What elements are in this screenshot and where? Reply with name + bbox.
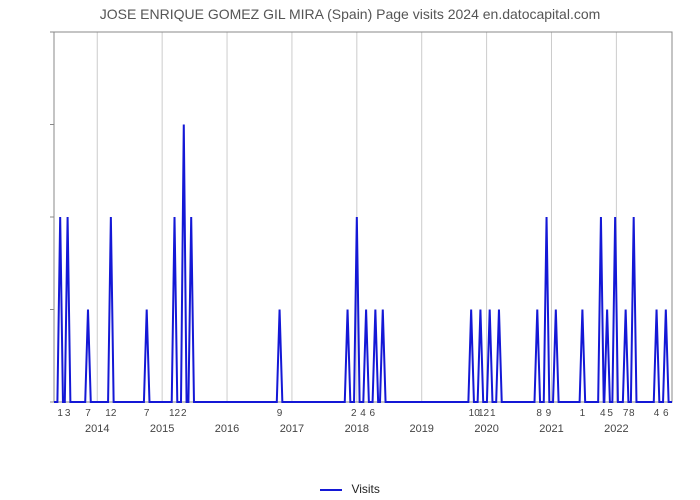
svg-text:2: 2 [181, 408, 187, 419]
svg-text:2022: 2022 [604, 423, 628, 435]
svg-text:2020: 2020 [474, 423, 498, 435]
chart-title: JOSE ENRIQUE GOMEZ GIL MIRA (Spain) Page… [0, 6, 700, 22]
plot-area: 0123420142015201620172018201920202021202… [48, 30, 678, 440]
svg-text:5: 5 [607, 408, 613, 419]
svg-text:6: 6 [369, 408, 375, 419]
svg-text:12: 12 [105, 408, 117, 419]
svg-text:2019: 2019 [409, 423, 433, 435]
legend: Visits [0, 482, 700, 496]
legend-swatch [320, 489, 342, 491]
svg-text:1: 1 [580, 408, 586, 419]
svg-text:12: 12 [478, 408, 490, 419]
svg-text:7: 7 [85, 408, 91, 419]
chart-svg: 0123420142015201620172018201920202021202… [48, 30, 678, 440]
svg-text:2018: 2018 [345, 423, 369, 435]
svg-text:9: 9 [277, 408, 283, 419]
svg-text:2017: 2017 [280, 423, 304, 435]
svg-text:4: 4 [600, 408, 606, 419]
svg-text:4: 4 [360, 408, 366, 419]
svg-text:2: 2 [351, 408, 357, 419]
svg-text:9: 9 [546, 408, 552, 419]
svg-text:4: 4 [654, 408, 660, 419]
svg-text:12: 12 [169, 408, 181, 419]
svg-text:2021: 2021 [539, 423, 563, 435]
svg-text:2014: 2014 [85, 423, 109, 435]
legend-label: Visits [351, 482, 379, 496]
svg-text:7: 7 [144, 408, 150, 419]
svg-text:7: 7 [623, 408, 629, 419]
svg-text:2015: 2015 [150, 423, 174, 435]
svg-text:6: 6 [663, 408, 669, 419]
svg-text:2016: 2016 [215, 423, 239, 435]
svg-text:1: 1 [57, 408, 63, 419]
svg-text:8: 8 [629, 408, 635, 419]
svg-text:8: 8 [536, 408, 542, 419]
svg-text:3: 3 [65, 408, 71, 419]
svg-text:1: 1 [490, 408, 496, 419]
